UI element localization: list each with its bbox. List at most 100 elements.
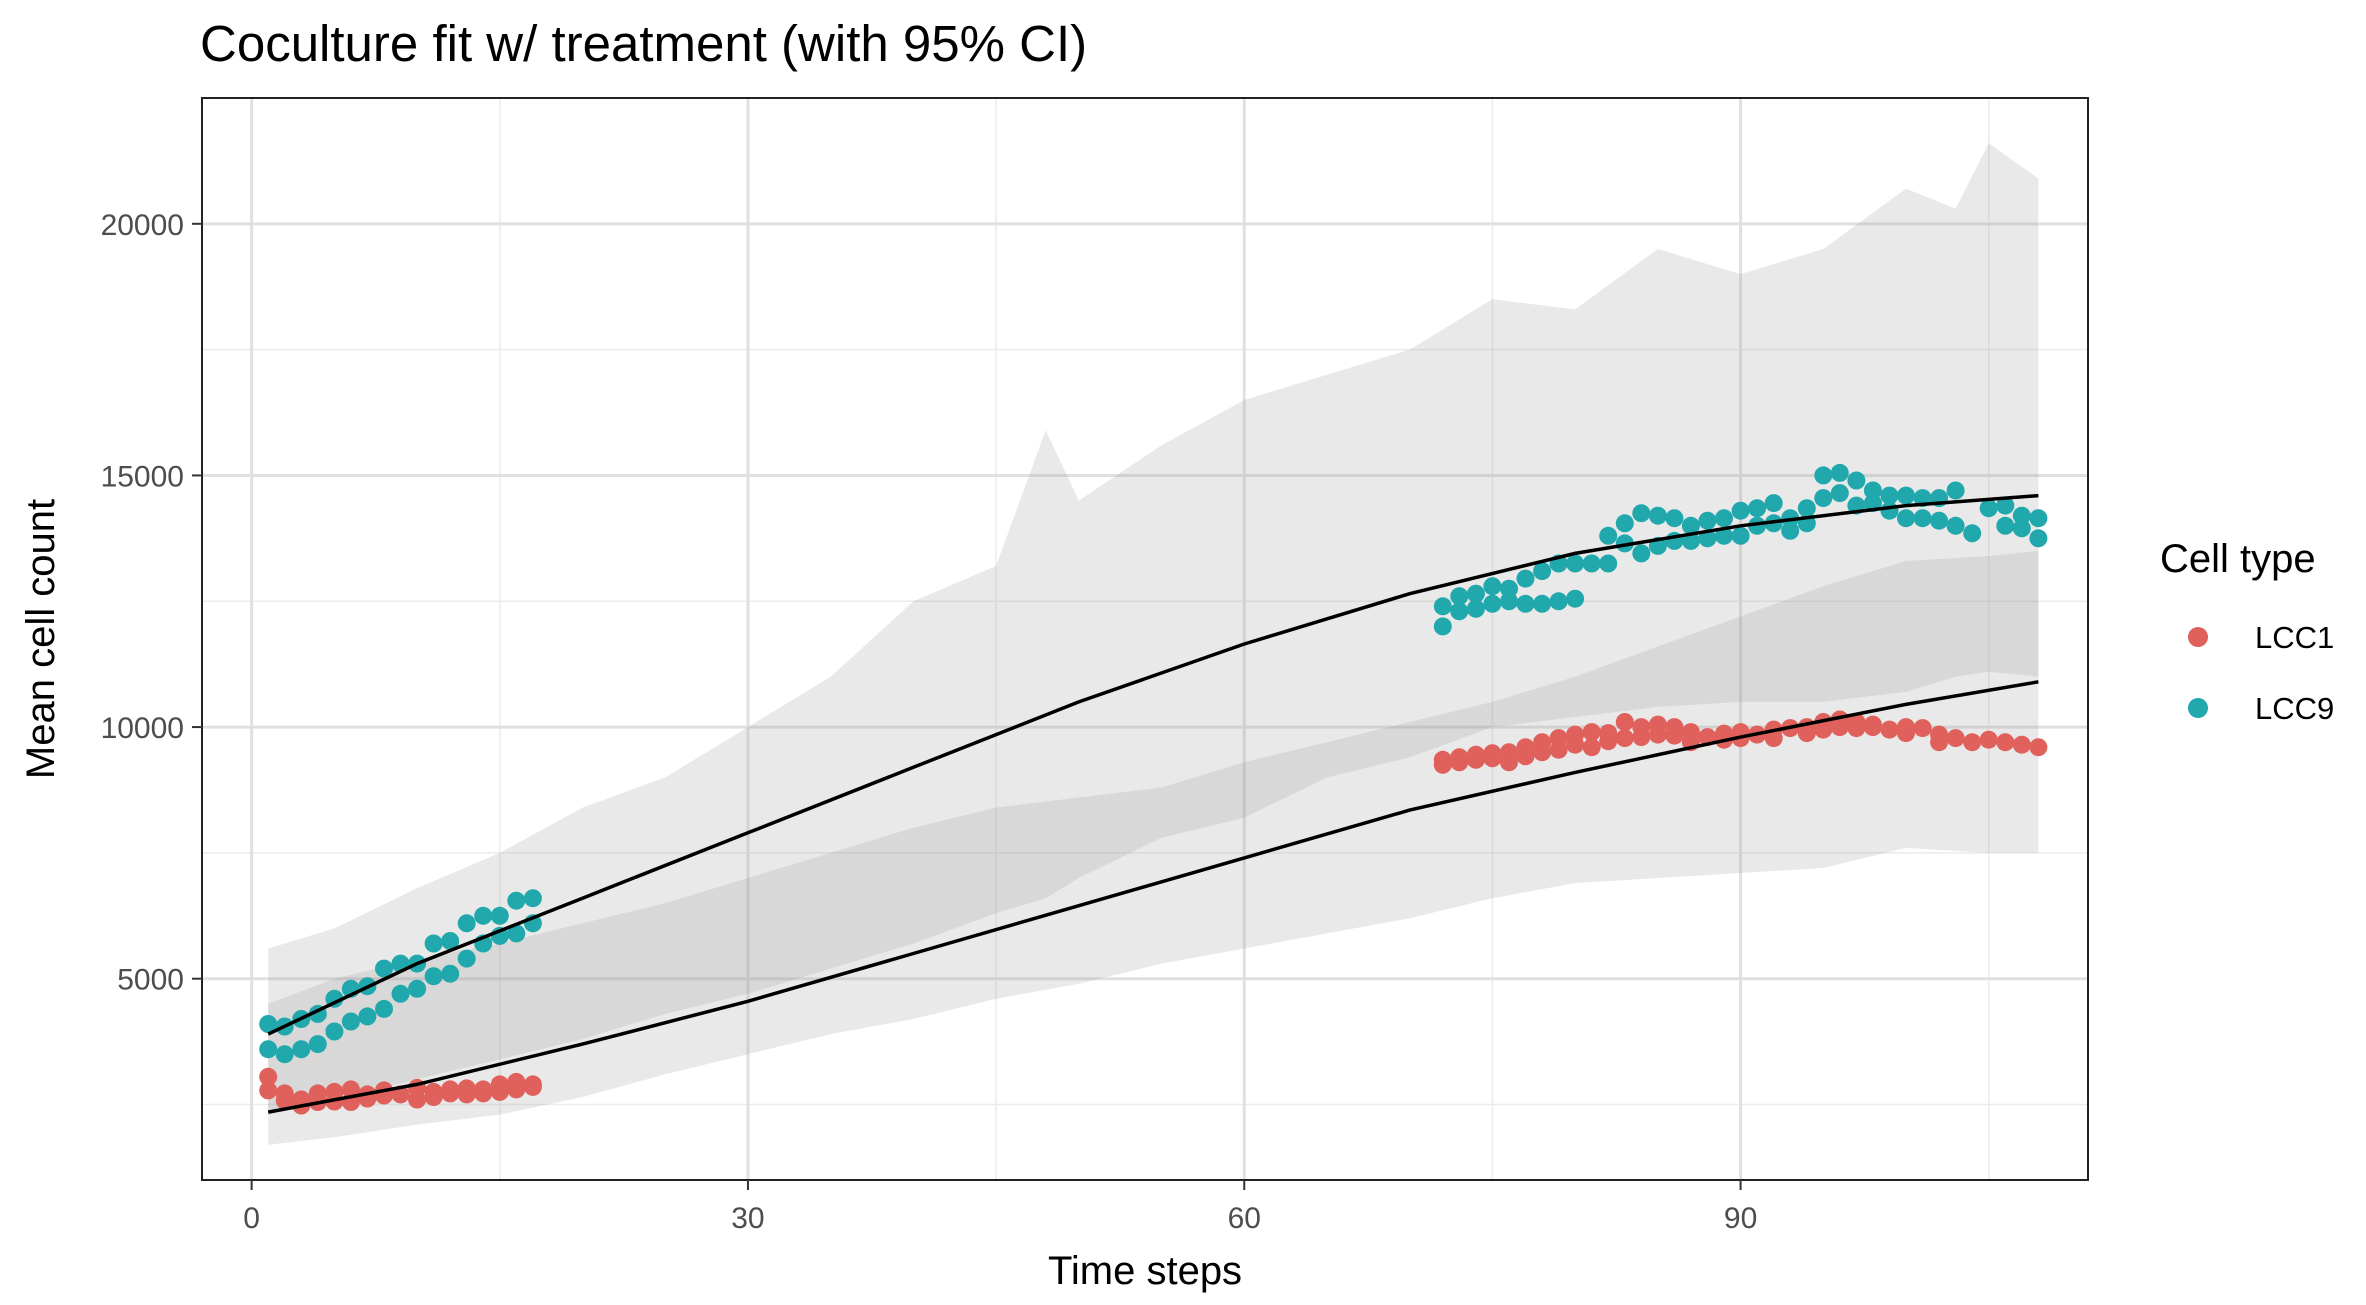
data-point-lcc9 — [1715, 509, 1733, 528]
data-point-lcc9 — [2012, 519, 2031, 538]
data-point-lcc9 — [1880, 486, 1899, 505]
y-tick-label: 15000 — [101, 460, 184, 493]
data-point-lcc9 — [1814, 489, 1833, 508]
plot-background — [202, 98, 2088, 1180]
data-point-lcc9 — [1632, 544, 1651, 563]
data-point-lcc9 — [1681, 516, 1700, 535]
fit-line — [267, 680, 2039, 1114]
data-point-lcc9 — [1566, 589, 1585, 608]
data-point-lcc9 — [2012, 506, 2031, 525]
data-point-lcc1 — [1648, 725, 1667, 744]
data-point-lcc9 — [1764, 494, 1783, 513]
data-point-lcc1 — [275, 1091, 294, 1110]
data-point-lcc1 — [259, 1081, 278, 1100]
data-point-lcc9 — [490, 906, 509, 925]
data-point-lcc9 — [1566, 554, 1585, 573]
data-point-lcc9 — [1516, 569, 1535, 588]
axes: 0 30 60 90 5000 10000 15000 20000 — [101, 209, 1758, 1235]
data-point-lcc9 — [325, 1022, 344, 1041]
data-point-lcc9 — [1897, 509, 1915, 528]
data-point-lcc9 — [1830, 463, 1849, 482]
data-point-lcc1 — [1830, 718, 1849, 737]
chart-title: Coculture fit w/ treatment (with 95% CI) — [200, 15, 1088, 72]
data-point-lcc9 — [1781, 521, 1800, 540]
legend-label-lcc1: LCC1 — [2255, 620, 2334, 655]
data-point-lcc9 — [507, 924, 526, 943]
data-point-lcc9 — [1996, 496, 2015, 515]
data-point-lcc9 — [275, 1045, 294, 1064]
legend-label-lcc9: LCC9 — [2255, 691, 2334, 726]
data-point-lcc9 — [1433, 617, 1452, 636]
data-point-lcc9 — [1533, 562, 1552, 581]
data-point-lcc9 — [507, 891, 526, 910]
data-point-lcc1 — [1996, 733, 2015, 752]
data-point-lcc9 — [391, 984, 410, 1003]
ci-band — [268, 550, 2039, 1145]
data-point-lcc9 — [457, 914, 476, 933]
data-point-lcc9 — [1450, 587, 1469, 606]
data-point-lcc9 — [1500, 579, 1518, 598]
data-point-lcc9 — [1814, 466, 1833, 485]
data-point-lcc1 — [1466, 750, 1485, 769]
data-point-lcc1 — [1450, 753, 1469, 772]
data-point-lcc1 — [1930, 733, 1949, 752]
data-point-lcc9 — [457, 949, 476, 968]
data-point-lcc1 — [507, 1080, 526, 1099]
data-point-lcc1 — [1483, 749, 1502, 768]
data-point-lcc1 — [1814, 720, 1833, 739]
ci-bands — [268, 143, 2039, 1145]
data-point-lcc9 — [1731, 501, 1750, 520]
data-point-lcc1 — [1500, 753, 1518, 772]
x-axis-label: Time steps — [1048, 1249, 1242, 1293]
data-point-lcc1 — [1549, 740, 1568, 759]
data-point-lcc9 — [1946, 516, 1965, 535]
data-point-lcc9 — [1466, 599, 1485, 618]
data-point-lcc9 — [1946, 481, 1965, 500]
data-point-lcc9 — [1979, 499, 1998, 518]
data-point-lcc1 — [1880, 720, 1899, 739]
y-axis-label: Mean cell count — [19, 499, 63, 779]
data-point-lcc1 — [259, 1067, 278, 1086]
data-point-lcc1 — [1632, 728, 1651, 747]
data-point-lcc9 — [1599, 526, 1618, 545]
data-point-lcc9 — [358, 1007, 377, 1026]
legend-key-lcc9 — [2188, 698, 2208, 718]
data-point-lcc1 — [523, 1077, 542, 1096]
data-point-lcc9 — [1897, 486, 1915, 505]
data-point-lcc9 — [308, 1035, 327, 1054]
legend-title: Cell type — [2160, 537, 2316, 581]
data-point-lcc1 — [1863, 718, 1882, 737]
data-point-lcc9 — [408, 979, 427, 998]
data-point-lcc1 — [490, 1082, 509, 1101]
data-point-lcc1 — [1946, 729, 1965, 748]
ci-band — [268, 143, 2039, 1115]
data-point-lcc1 — [441, 1084, 460, 1103]
grid-lines — [202, 98, 2088, 1180]
data-point-lcc1 — [1566, 735, 1585, 754]
data-point-lcc9 — [1615, 514, 1634, 533]
data-point-lcc9 — [375, 999, 393, 1018]
data-point-lcc9 — [1996, 516, 2015, 535]
data-point-lcc1 — [1913, 719, 1932, 738]
data-point-lcc9 — [1880, 501, 1899, 520]
data-point-lcc9 — [1450, 602, 1469, 621]
data-point-lcc9 — [259, 1015, 278, 1033]
data-point-lcc9 — [1847, 471, 1866, 490]
data-point-lcc9 — [424, 967, 443, 986]
data-point-lcc9 — [523, 889, 542, 908]
data-point-lcc9 — [2029, 529, 2048, 548]
data-point-lcc9 — [1483, 577, 1502, 596]
data-point-lcc1 — [341, 1080, 360, 1099]
data-point-lcc9 — [1632, 504, 1651, 523]
data-point-lcc9 — [1466, 584, 1485, 603]
data-point-lcc9 — [292, 1040, 311, 1059]
x-tick-label: 30 — [731, 1202, 764, 1235]
data-point-lcc1 — [2012, 735, 2031, 754]
data-point-lcc9 — [1648, 506, 1667, 525]
data-point-lcc9 — [1698, 511, 1717, 530]
data-point-lcc1 — [424, 1088, 443, 1106]
data-point-lcc1 — [1533, 743, 1552, 762]
data-point-lcc9 — [1963, 524, 1982, 543]
data-point-lcc1 — [1615, 713, 1634, 731]
